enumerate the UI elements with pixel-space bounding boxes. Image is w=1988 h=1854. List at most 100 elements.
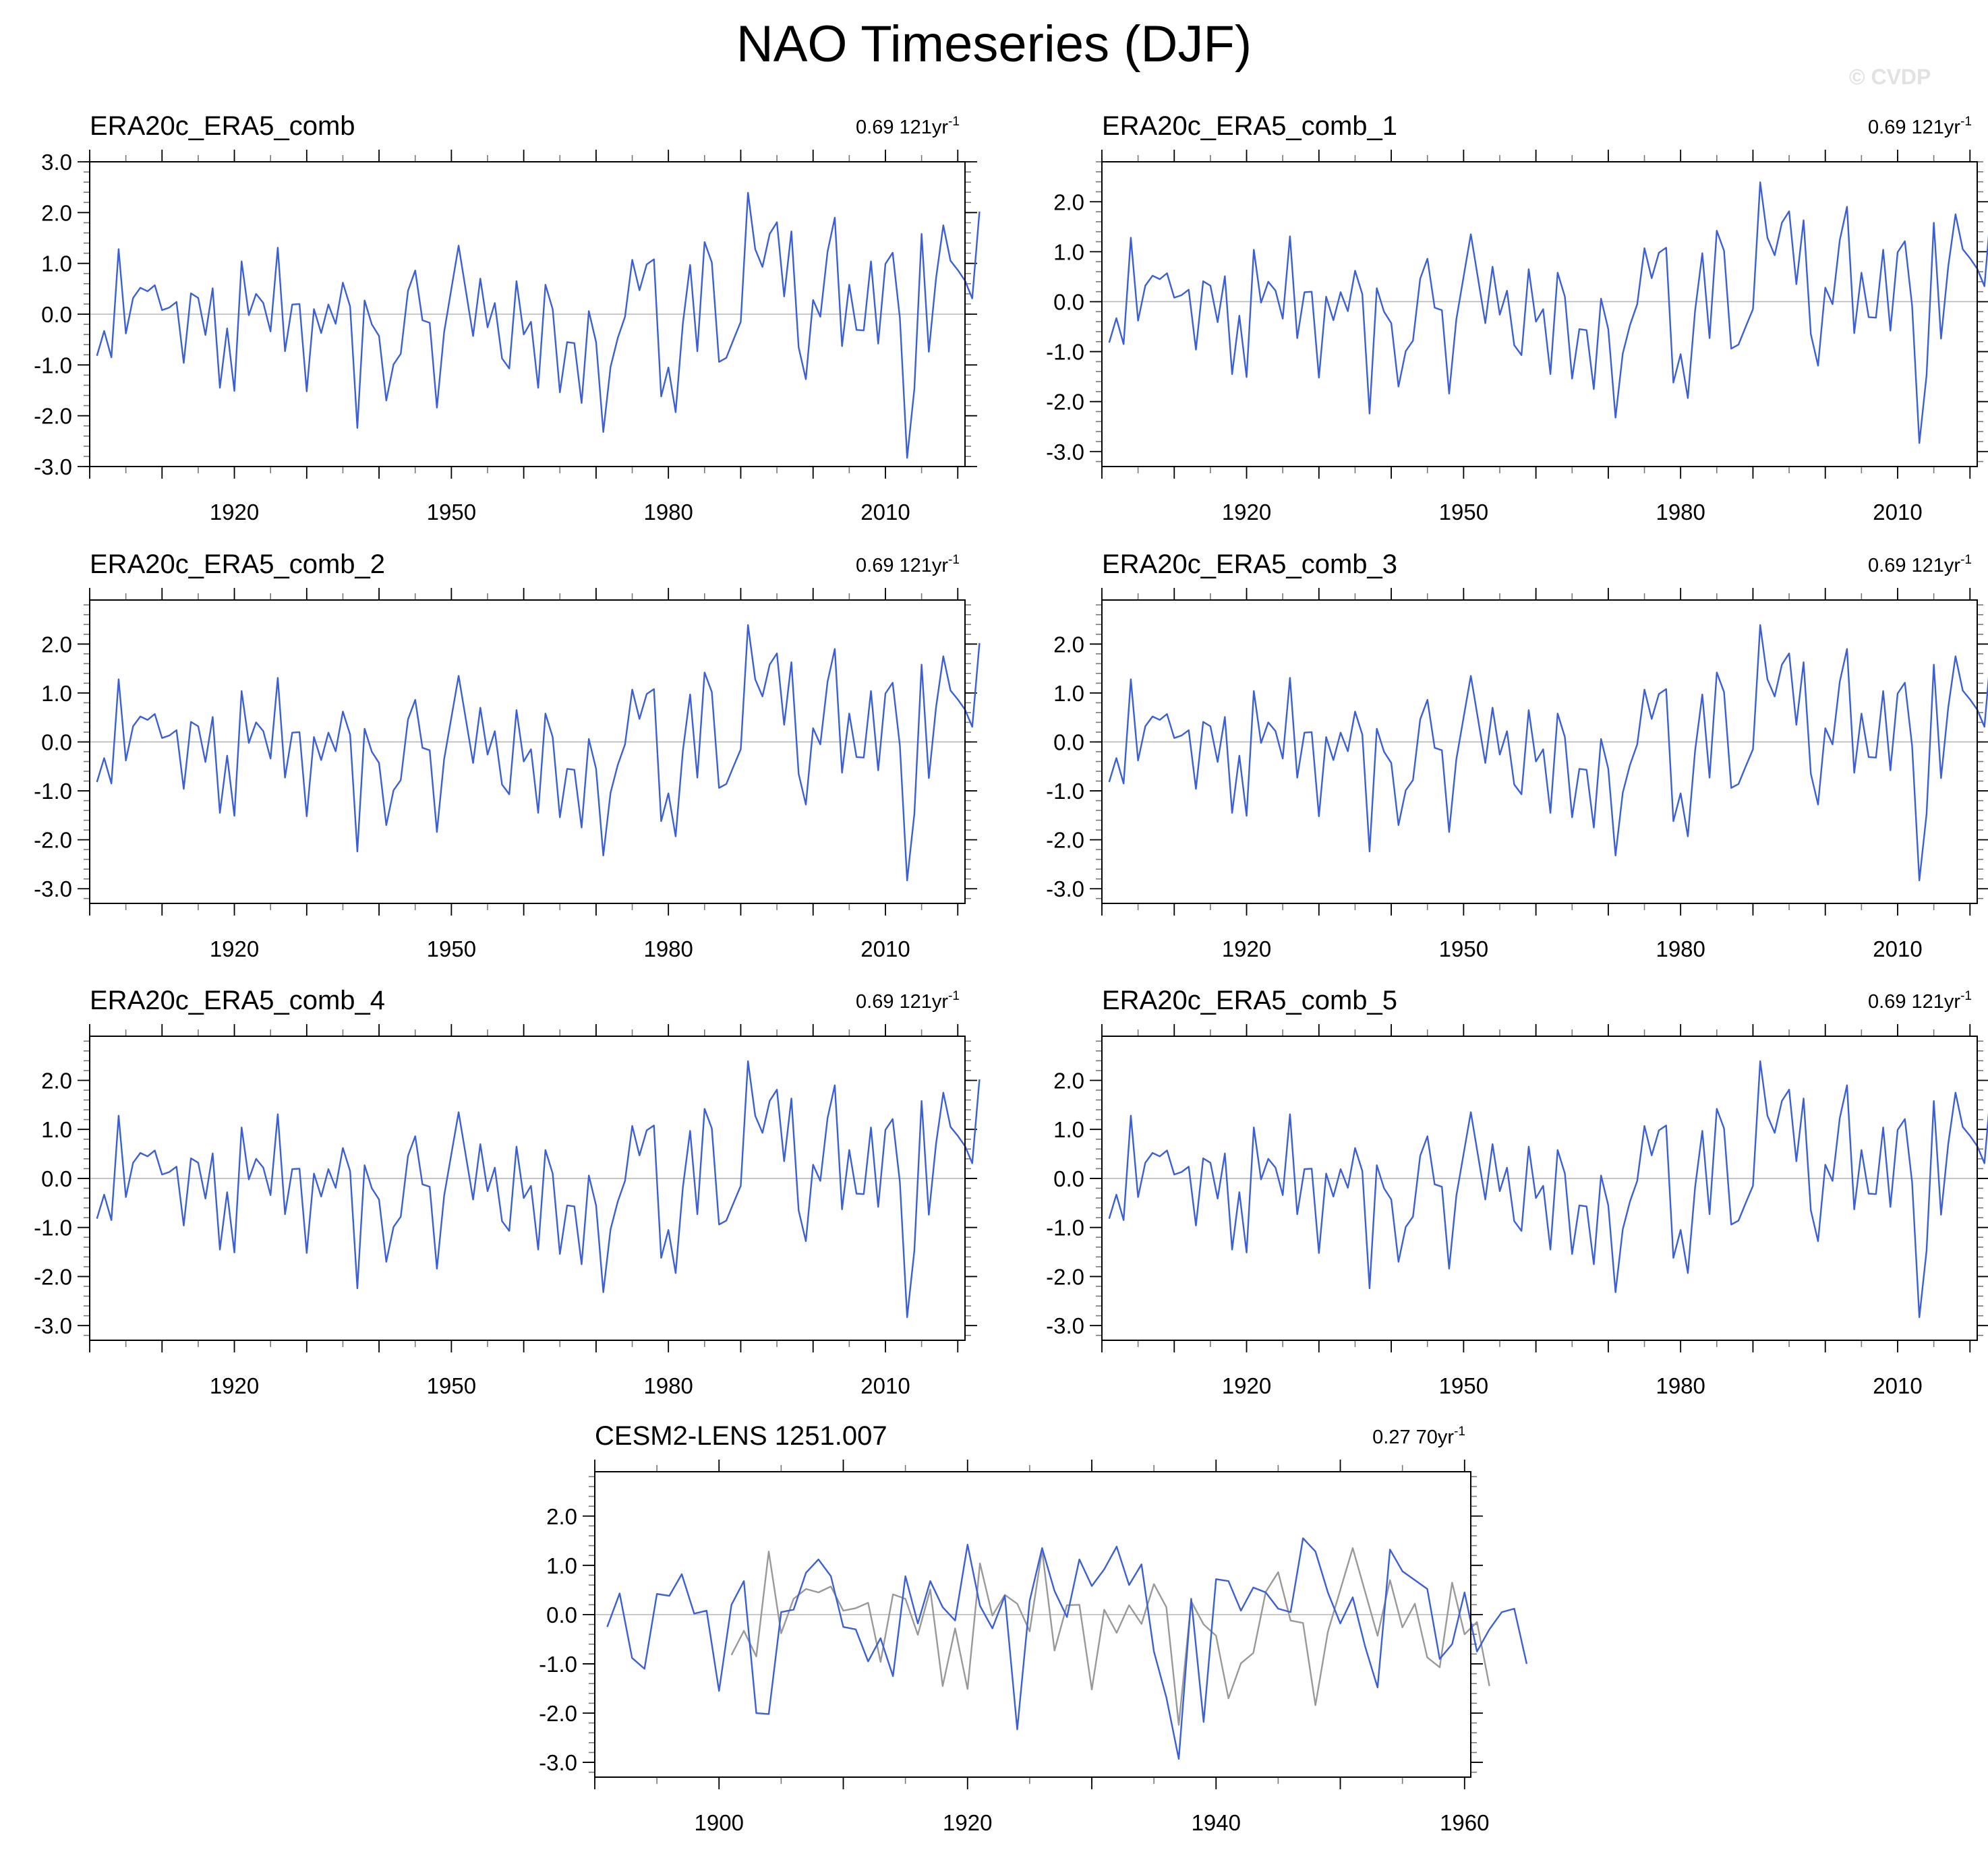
panel-stat-value: 0.69 121yr xyxy=(856,991,948,1013)
x-tick-label: 1950 xyxy=(427,500,476,525)
panel-stat: 0.69 121yr-1 xyxy=(856,989,960,1013)
y-tick-label: 0.0 xyxy=(1053,1166,1084,1191)
plot-frame xyxy=(89,599,966,904)
y-tick-label: -1.0 xyxy=(539,1652,577,1677)
y-tick-label: 2.0 xyxy=(546,1504,577,1529)
y-tick-label: -3.0 xyxy=(1046,876,1084,901)
y-tick-label: 1.0 xyxy=(41,251,72,276)
y-tick-label: -3.0 xyxy=(34,876,72,901)
y-tick-label: -2.0 xyxy=(34,404,72,429)
panel-stat-value: 0.69 121yr xyxy=(1868,991,1960,1013)
y-tick-label: -1.0 xyxy=(34,1216,72,1240)
panel-stat: 0.27 70yr-1 xyxy=(1372,1425,1465,1448)
series-line-model xyxy=(606,1537,1528,1760)
panel-title: ERA20c_ERA5_comb_4 xyxy=(90,986,385,1015)
panel-stat: 0.69 121yr-1 xyxy=(856,115,960,138)
plot-frame xyxy=(89,161,966,467)
series-line-obs xyxy=(1108,181,1988,444)
panel-stat: 0.69 121yr-1 xyxy=(856,553,960,576)
panel-p2: ERA20c_ERA5_comb_2 0.69 121yr-1 2.0 1.0 0.0 -… xyxy=(34,549,981,961)
y-tick-label: 0.0 xyxy=(41,729,72,754)
x-tick-label: 2010 xyxy=(1873,1373,1922,1398)
x-tick-label: 1960 xyxy=(1440,1810,1489,1835)
y-tick-label: 2.0 xyxy=(1053,189,1084,214)
y-tick-label: 1.0 xyxy=(1053,681,1084,706)
y-tick-label: -3.0 xyxy=(1046,1313,1084,1338)
y-tick-label: 0.0 xyxy=(41,302,72,327)
panel-stat: 0.69 121yr-1 xyxy=(1868,115,1972,138)
x-tick-label: 1920 xyxy=(210,1373,259,1398)
y-tick-label: -1.0 xyxy=(1046,1216,1084,1240)
y-tick-label: -2.0 xyxy=(539,1701,577,1726)
y-tick-label: -2.0 xyxy=(1046,1264,1084,1289)
figure-title: NAO Timeseries (DJF) xyxy=(736,16,1252,73)
panel-stat-exponent: -1 xyxy=(1454,1425,1465,1439)
panel-p4: ERA20c_ERA5_comb_4 0.69 121yr-1 2.0 1.0 0.0 -… xyxy=(34,986,981,1398)
y-tick-label: 0.0 xyxy=(41,1166,72,1191)
x-tick-label: 1950 xyxy=(427,936,476,961)
x-tick-label: 1980 xyxy=(1656,936,1705,961)
y-tick-label: 1.0 xyxy=(1053,1117,1084,1142)
y-tick-label: -1.0 xyxy=(1046,779,1084,804)
x-tick-label: 1980 xyxy=(643,936,693,961)
y-tick-label: 1.0 xyxy=(546,1553,577,1578)
y-tick-label: 1.0 xyxy=(1053,239,1084,264)
y-tick-label: 2.0 xyxy=(41,200,72,225)
panel-p5: ERA20c_ERA5_comb_5 0.69 121yr-1 2.0 1.0 0.0 -… xyxy=(1046,986,1988,1398)
y-tick-label: -3.0 xyxy=(34,454,72,479)
panel-stat-value: 0.69 121yr xyxy=(1868,117,1960,138)
series-line-obs xyxy=(1108,624,1988,882)
x-tick-label: 1940 xyxy=(1192,1810,1241,1835)
panel-stat-exponent: -1 xyxy=(1960,553,1972,567)
x-tick-label: 2010 xyxy=(1873,500,1922,525)
y-tick-label: -3.0 xyxy=(539,1750,577,1775)
x-tick-label: 1950 xyxy=(1439,1373,1488,1398)
y-tick-label: -1.0 xyxy=(34,353,72,378)
panel-stat-exponent: -1 xyxy=(1960,989,1972,1003)
x-tick-label: 1920 xyxy=(1222,1373,1271,1398)
plot-frame xyxy=(89,1036,966,1341)
x-tick-label: 1920 xyxy=(210,500,259,525)
y-tick-label: -2.0 xyxy=(1046,390,1084,415)
panel-title: ERA20c_ERA5_comb_2 xyxy=(90,549,385,579)
y-tick-label: -3.0 xyxy=(34,1313,72,1338)
plot-frame xyxy=(1101,161,1978,467)
panel-stat: 0.69 121yr-1 xyxy=(1868,553,1972,576)
panel-title: ERA20c_ERA5_comb xyxy=(90,111,355,141)
x-tick-label: 1950 xyxy=(1439,500,1488,525)
series-line-obs-overlap- xyxy=(730,1547,1490,1726)
plot-frame xyxy=(594,1471,1471,1778)
y-tick-label: -1.0 xyxy=(34,779,72,804)
x-tick-label: 1920 xyxy=(943,1810,992,1835)
x-tick-label: 2010 xyxy=(1873,936,1922,961)
panel-title: ERA20c_ERA5_comb_1 xyxy=(1102,111,1397,141)
panel-title: CESM2-LENS 1251.007 xyxy=(595,1421,887,1451)
x-tick-label: 1950 xyxy=(1439,936,1488,961)
y-tick-label: -1.0 xyxy=(1046,340,1084,365)
x-tick-label: 1980 xyxy=(1656,1373,1705,1398)
plot-frame xyxy=(1101,599,1978,904)
cvdp-credit: © CVDP xyxy=(1849,65,1931,89)
y-tick-label: 2.0 xyxy=(41,632,72,657)
panel-stat-exponent: -1 xyxy=(1960,115,1972,129)
panel-stat-value: 0.27 70yr xyxy=(1372,1427,1454,1448)
y-tick-label: 2.0 xyxy=(41,1068,72,1093)
panel-stat: 0.69 121yr-1 xyxy=(1868,989,1972,1013)
y-tick-label: 2.0 xyxy=(1053,632,1084,657)
panel-p0: ERA20c_ERA5_comb 0.69 121yr-1 3.0 2.0 1.0 0.0… xyxy=(34,111,981,525)
x-tick-label: 1980 xyxy=(1656,500,1705,525)
panel-stat-exponent: -1 xyxy=(948,553,960,567)
panel-p1: ERA20c_ERA5_comb_1 0.69 121yr-1 2.0 1.0 0.0 -… xyxy=(1046,111,1988,525)
y-tick-label: 1.0 xyxy=(41,1117,72,1142)
x-tick-label: 1920 xyxy=(210,936,259,961)
x-tick-label: 1900 xyxy=(695,1810,744,1835)
panel-title: ERA20c_ERA5_comb_5 xyxy=(1102,986,1397,1015)
y-tick-label: -3.0 xyxy=(1046,440,1084,465)
y-tick-label: 1.0 xyxy=(41,681,72,706)
panel-p6: CESM2-LENS 1251.007 0.27 70yr-1 2.0 1.0 0.0 -… xyxy=(539,1421,1528,1835)
panel-title: ERA20c_ERA5_comb_3 xyxy=(1102,549,1397,579)
x-tick-label: 1920 xyxy=(1222,936,1271,961)
series-line-obs xyxy=(96,191,981,459)
plot-frame xyxy=(1101,1036,1978,1341)
